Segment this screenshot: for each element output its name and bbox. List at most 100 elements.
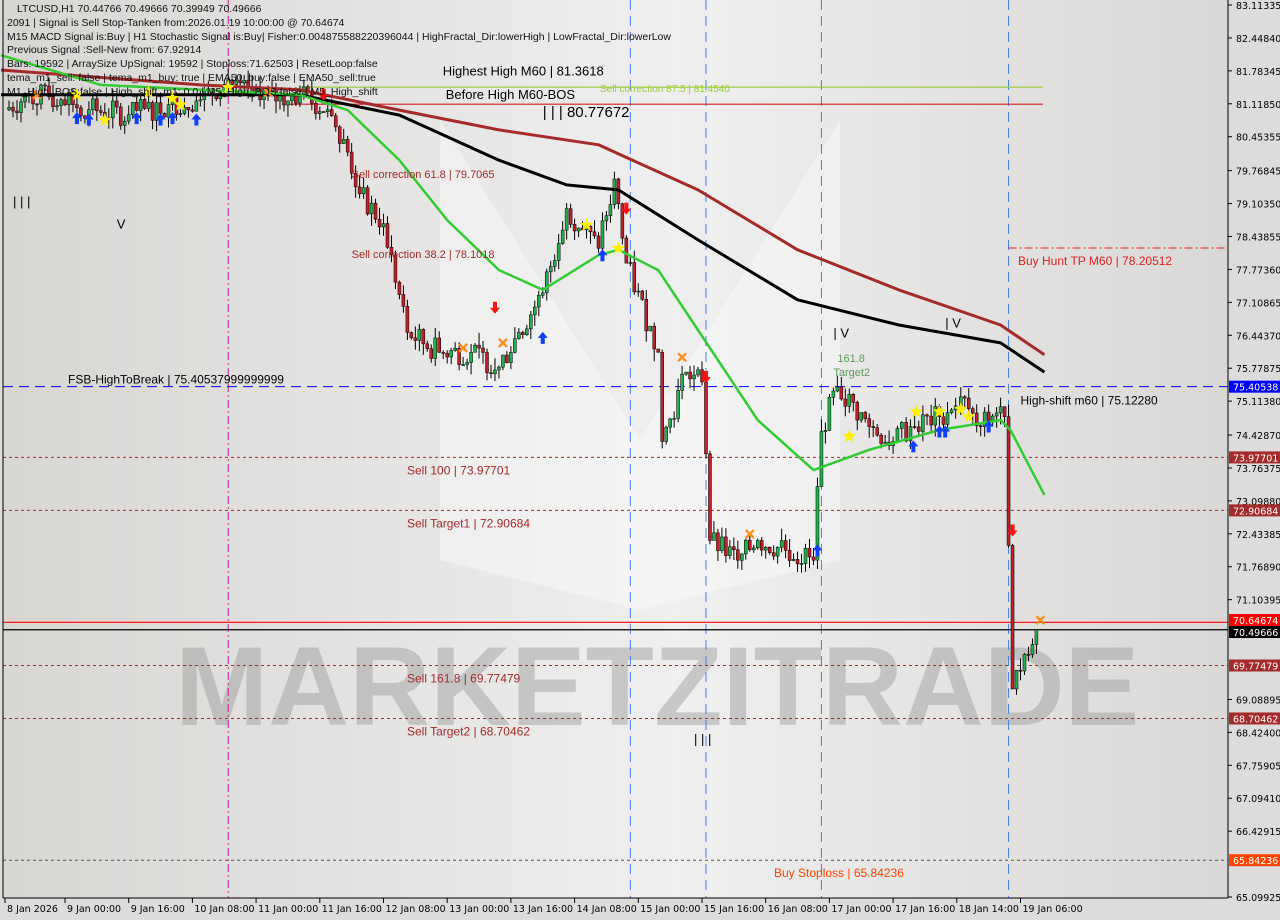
candle-body	[970, 408, 975, 414]
price-tag	[1229, 451, 1280, 464]
candle-body	[867, 418, 871, 427]
candle-body	[126, 114, 131, 122]
candle	[755, 538, 760, 550]
candle	[337, 125, 342, 153]
candle-body	[142, 99, 147, 109]
candle	[736, 540, 740, 569]
candle-body	[875, 427, 879, 436]
price-tick-label: 76.44370	[1236, 331, 1280, 342]
price-tick-label: 73.09880	[1236, 497, 1280, 508]
candle-body	[509, 352, 513, 363]
candle	[401, 285, 406, 313]
chart-annotation: | | |	[694, 731, 711, 746]
candle-body	[592, 231, 597, 237]
candle	[795, 551, 800, 572]
level-label: Sell correction 87.5 | 81.4540	[600, 84, 730, 95]
candle	[318, 106, 322, 120]
candle	[118, 102, 123, 130]
candle-body	[871, 426, 875, 428]
chart-annotation: Target2	[833, 367, 870, 379]
cross-stroke	[32, 89, 42, 100]
level-label: Buy Stoploss | 65.84236	[774, 866, 904, 880]
price-tag	[1229, 504, 1280, 517]
bars-line: Bars: 19592 | ArraySize UpSignal: 19592 …	[7, 58, 378, 71]
candle-body	[994, 412, 999, 417]
cross-stroke	[744, 529, 755, 539]
candle	[537, 290, 541, 317]
candle	[652, 322, 656, 362]
candle	[1022, 653, 1027, 675]
candle	[572, 218, 577, 240]
candle-body	[807, 547, 812, 558]
buy-arrow-icon	[131, 112, 142, 125]
price-tick-label: 75.77875	[1236, 364, 1280, 375]
time-tick-label: 9 Jan 00:00	[67, 904, 121, 915]
candle	[513, 327, 517, 354]
candle-body	[15, 110, 19, 113]
candle-body	[162, 113, 167, 118]
candle	[99, 105, 103, 116]
candle-body	[811, 556, 816, 561]
candle	[489, 364, 493, 379]
candle	[461, 356, 465, 366]
candle	[648, 325, 652, 332]
candle-body	[576, 227, 581, 232]
time-tick-label: 11 Jan 00:00	[258, 904, 318, 915]
candle	[925, 413, 929, 426]
candle-body	[704, 381, 708, 455]
candle	[799, 553, 804, 573]
price-tick-label: 69.08895	[1236, 695, 1280, 706]
candle	[15, 100, 19, 120]
candle-body	[1014, 669, 1019, 690]
time-axis[interactable]: 8 Jan 2026 9 Jan 00:00 9 Jan 16:00 10 Jan 0…	[4, 898, 1083, 915]
candle	[859, 412, 863, 423]
candle	[445, 350, 449, 364]
candle-body	[548, 266, 553, 273]
candle-body	[95, 98, 99, 111]
candle-body	[401, 294, 406, 307]
candle	[186, 107, 191, 118]
candle	[811, 548, 816, 566]
price-tick-label: 81.78345	[1236, 67, 1280, 78]
candle	[668, 417, 672, 434]
candle	[377, 207, 382, 235]
candle-body	[529, 314, 533, 330]
price-tag	[1229, 614, 1280, 627]
candle-body	[437, 337, 441, 353]
candle-body	[91, 98, 95, 110]
candle-body	[99, 110, 103, 113]
candle-body	[130, 102, 135, 115]
candle	[732, 537, 736, 561]
candle-body	[150, 102, 155, 121]
candle	[767, 546, 772, 555]
candle-body	[433, 337, 438, 359]
candle	[548, 260, 553, 283]
candle	[660, 349, 664, 449]
time-tick-label: 17 Jan 16:00	[895, 904, 955, 915]
candle	[763, 545, 768, 559]
candle-body	[365, 187, 370, 215]
candle-body	[620, 203, 625, 239]
chart-annotation: Sell correction 38.2 | 78.1018	[352, 249, 495, 261]
candle	[748, 535, 752, 552]
candle	[728, 539, 732, 560]
candle	[95, 93, 99, 122]
candle	[847, 388, 852, 413]
candle-body	[138, 99, 143, 111]
candle-body	[636, 290, 641, 293]
candle-body	[361, 187, 366, 195]
price-tick-label: 66.42915	[1236, 827, 1280, 838]
candle	[501, 354, 505, 371]
price-tick-label: 68.42400	[1236, 728, 1280, 739]
buy-arrow-icon	[537, 331, 548, 344]
candle	[341, 128, 346, 144]
candle	[51, 84, 55, 113]
candle-body	[111, 100, 115, 119]
candle-body	[7, 107, 11, 110]
candle-body	[732, 546, 736, 550]
price-axis[interactable]: 83.11335 82.44840 81.78345 81.11850 80.45355…	[1228, 1, 1280, 904]
candle-body	[831, 390, 836, 398]
time-tick-label: 19 Jan 06:00	[1023, 904, 1083, 915]
price-tag-label: 70.49666	[1233, 628, 1278, 639]
